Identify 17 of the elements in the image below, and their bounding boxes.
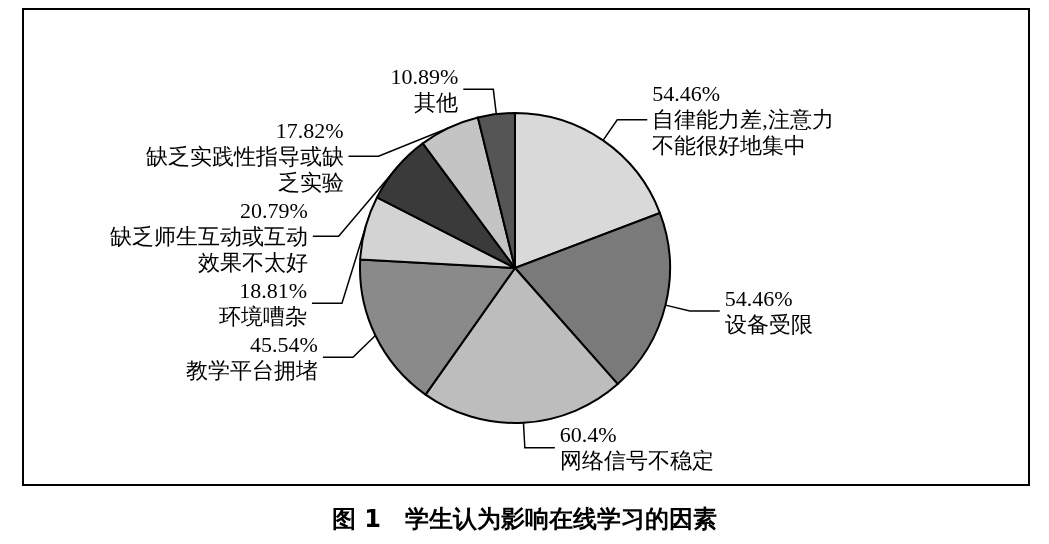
data-label: 45.54% xyxy=(250,331,318,357)
slice-label: 网络信号不稳定 xyxy=(559,448,714,474)
slice-label: 环境嘈杂 xyxy=(218,303,307,329)
data-label: 18.81% xyxy=(239,277,307,303)
data-label: 20.79% xyxy=(239,197,308,223)
slice-label: 自律能力差,注意力不能很好地集中 xyxy=(652,107,834,159)
slice-label: 其他 xyxy=(414,89,459,115)
slice-label: 缺乏实践性指导或缺乏实验 xyxy=(145,143,344,195)
data-label: 54.46% xyxy=(652,81,721,107)
slice-label: 设备受限 xyxy=(724,311,813,337)
data-label: 17.82% xyxy=(275,117,344,143)
text: 图 1 学生认为影响在线学习的因素 xyxy=(331,505,718,533)
slice-label: 缺乏师生互动或互动效果不太好 xyxy=(109,223,308,275)
data-label: 10.89% xyxy=(390,63,459,89)
slice-label: 教学平台拥堵 xyxy=(185,357,318,383)
data-label: 60.4% xyxy=(559,422,617,448)
data-label: 54.46% xyxy=(724,285,793,311)
